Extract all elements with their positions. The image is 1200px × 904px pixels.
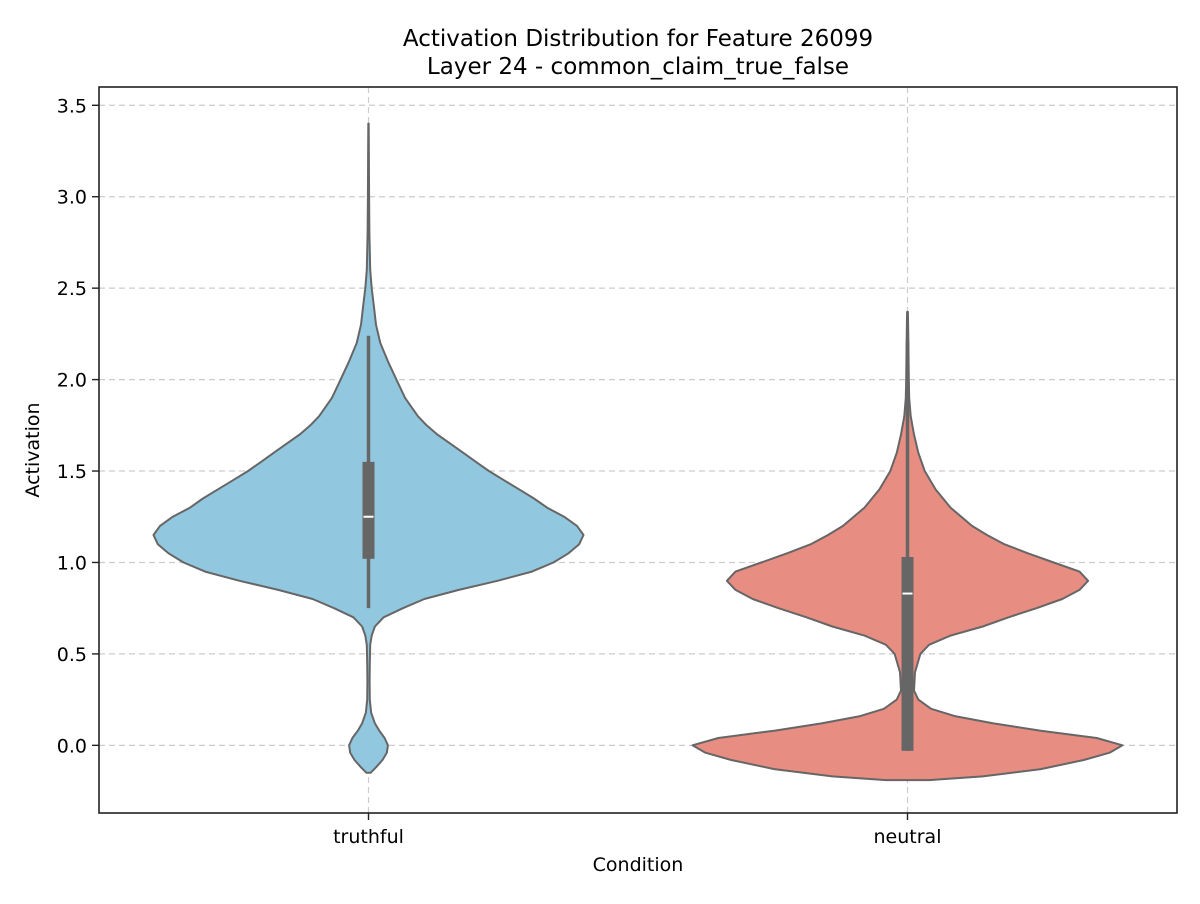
chart-subtitle: Layer 24 - common_claim_true_false xyxy=(427,54,849,80)
y-tick-label: 1.5 xyxy=(57,461,87,483)
y-tick-label: 3.0 xyxy=(57,187,87,209)
y-axis-ticks: 0.0 0.5 1.0 1.5 2.0 2.5 3.0 3.5 xyxy=(57,95,99,757)
iqr-box-neutral xyxy=(901,556,914,751)
chart-title: Activation Distribution for Feature 2609… xyxy=(403,26,873,52)
y-tick-label: 2.5 xyxy=(57,278,87,300)
iqr-box-truthful xyxy=(362,461,375,559)
y-tick-label: 0.5 xyxy=(57,644,87,666)
y-tick-label: 2.0 xyxy=(57,370,87,392)
plot-frame xyxy=(98,86,1178,814)
y-tick-label: 1.0 xyxy=(57,552,87,574)
y-axis-label: Activation xyxy=(22,402,44,497)
inner-boxes xyxy=(362,335,914,751)
x-tick-label: truthful xyxy=(333,826,404,848)
x-axis-ticks: truthful neutral xyxy=(333,813,941,848)
y-tick-label: 0.0 xyxy=(57,735,87,757)
x-axis-label: Condition xyxy=(593,854,684,876)
violins xyxy=(152,122,1124,782)
grid-lines xyxy=(99,87,1177,813)
x-tick-label: neutral xyxy=(874,826,942,848)
y-tick-label: 3.5 xyxy=(57,95,87,117)
